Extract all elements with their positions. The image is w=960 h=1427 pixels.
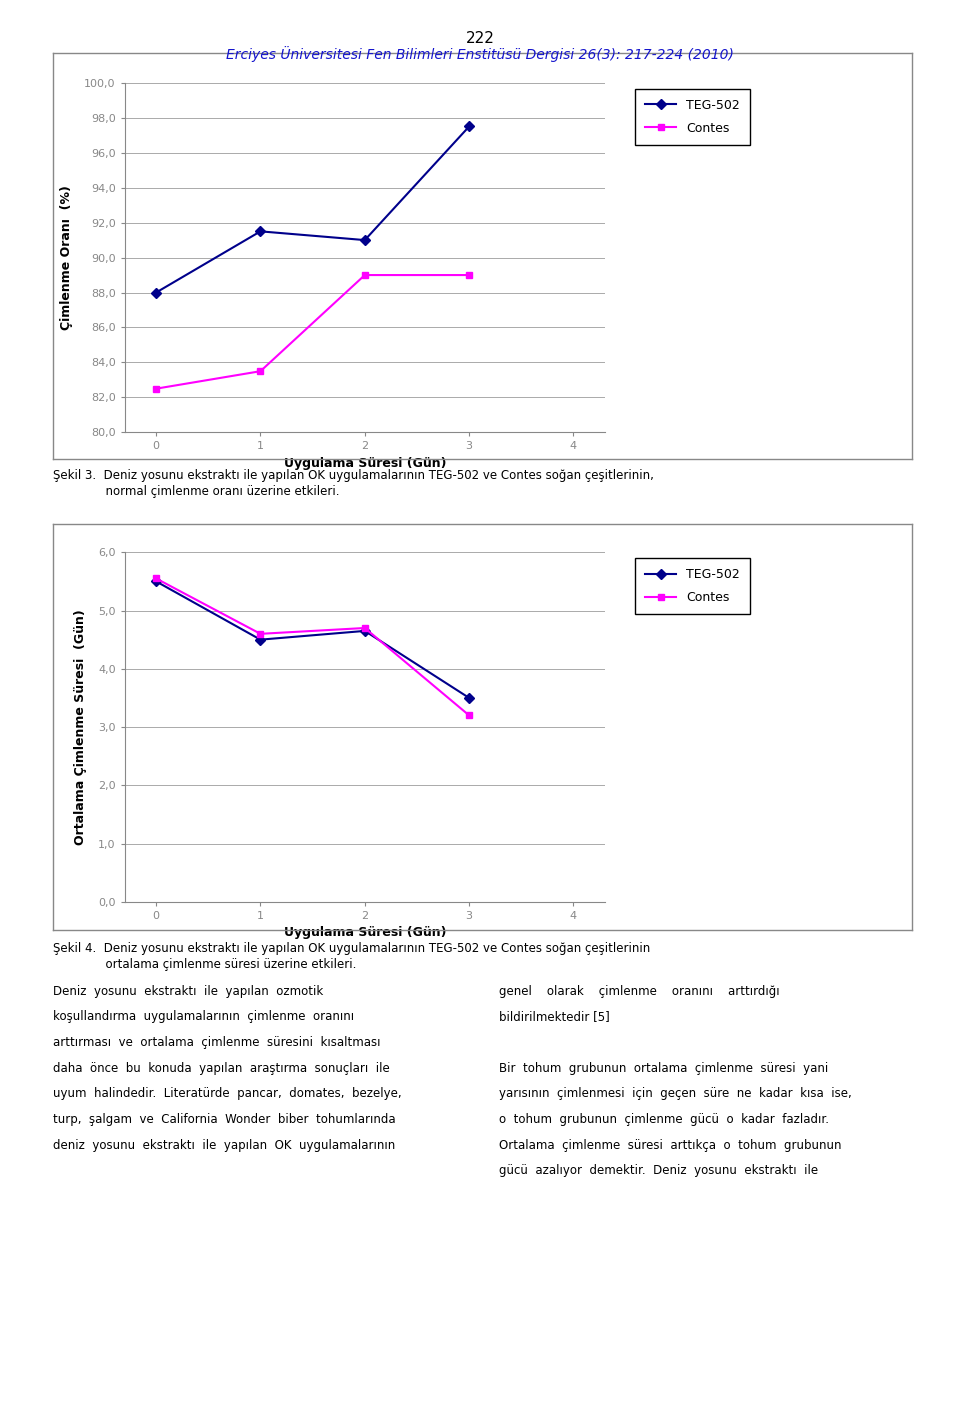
X-axis label: Uygulama Süresi (Gün): Uygulama Süresi (Gün) bbox=[283, 457, 446, 469]
Legend: TEG-502, Contes: TEG-502, Contes bbox=[636, 558, 750, 615]
Text: arttırması  ve  ortalama  çimlenme  süresini  kısaltması: arttırması ve ortalama çimlenme süresini… bbox=[53, 1036, 380, 1049]
Contes bbox=[151, 569, 162, 586]
Text: ortalama çimlenme süresi üzerine etkileri.: ortalama çimlenme süresi üzerine etkiler… bbox=[53, 958, 356, 970]
Y-axis label: Çimlenme Oranı  (%): Çimlenme Oranı (%) bbox=[60, 186, 73, 330]
Contes bbox=[464, 267, 475, 284]
Text: Deniz  yosunu  ekstraktı  ile  yapılan  ozmotik: Deniz yosunu ekstraktı ile yapılan ozmot… bbox=[53, 985, 324, 997]
Contes bbox=[359, 267, 371, 284]
TEG-502 bbox=[359, 622, 371, 639]
Text: normal çimlenme oranı üzerine etkileri.: normal çimlenme oranı üzerine etkileri. bbox=[53, 485, 339, 498]
X-axis label: Uygulama Süresi (Gün): Uygulama Süresi (Gün) bbox=[283, 926, 446, 939]
TEG-502 bbox=[464, 118, 475, 136]
Text: bildirilmektedir [5]: bildirilmektedir [5] bbox=[499, 1010, 610, 1023]
Text: Şekil 4.  Deniz yosunu ekstraktı ile yapılan OK uygulamalarının TEG-502 ve Conte: Şekil 4. Deniz yosunu ekstraktı ile yapı… bbox=[53, 942, 650, 955]
Line: TEG-502: TEG-502 bbox=[153, 123, 472, 295]
Text: genel    olarak    çimlenme    oranını    arttırdığı: genel olarak çimlenme oranını arttırdığı bbox=[499, 985, 780, 997]
Text: Şekil 3.  Deniz yosunu ekstraktı ile yapılan OK uygulamalarının TEG-502 ve Conte: Şekil 3. Deniz yosunu ekstraktı ile yapı… bbox=[53, 469, 654, 482]
Text: gücü  azalıyor  demektir.  Deniz  yosunu  ekstraktı  ile: gücü azalıyor demektir. Deniz yosunu eks… bbox=[499, 1164, 818, 1177]
TEG-502 bbox=[151, 284, 162, 301]
TEG-502 bbox=[151, 572, 162, 589]
Text: daha  önce  bu  konuda  yapılan  araştırma  sonuçları  ile: daha önce bu konuda yapılan araştırma so… bbox=[53, 1062, 390, 1075]
Text: yarısının  çimlenmesi  için  geçen  süre  ne  kadar  kısa  ise,: yarısının çimlenmesi için geçen süre ne … bbox=[499, 1087, 852, 1100]
Legend: TEG-502, Contes: TEG-502, Contes bbox=[636, 88, 750, 146]
Text: koşullandırma  uygulamalarının  çimlenme  oranını: koşullandırma uygulamalarının çimlenme o… bbox=[53, 1010, 354, 1023]
Text: o  tohum  grubunun  çimlenme  gücü  o  kadar  fazladır.: o tohum grubunun çimlenme gücü o kadar f… bbox=[499, 1113, 829, 1126]
Contes bbox=[151, 380, 162, 397]
TEG-502 bbox=[464, 689, 475, 706]
Line: Contes: Contes bbox=[153, 575, 472, 719]
TEG-502 bbox=[254, 631, 266, 648]
Text: 222: 222 bbox=[466, 31, 494, 47]
Line: TEG-502: TEG-502 bbox=[153, 578, 472, 702]
Text: uyum  halindedir.  Literatürde  pancar,  domates,  bezelye,: uyum halindedir. Literatürde pancar, dom… bbox=[53, 1087, 401, 1100]
Text: turp,  şalgam  ve  California  Wonder  biber  tohumlarında: turp, şalgam ve California Wonder biber … bbox=[53, 1113, 396, 1126]
Y-axis label: Ortalama Çimlenme Süresi  (Gün): Ortalama Çimlenme Süresi (Gün) bbox=[74, 609, 87, 845]
Line: Contes: Contes bbox=[153, 271, 472, 392]
Contes bbox=[254, 362, 266, 380]
Text: Bir  tohum  grubunun  ortalama  çimlenme  süresi  yani: Bir tohum grubunun ortalama çimlenme sür… bbox=[499, 1062, 828, 1075]
Contes bbox=[254, 625, 266, 642]
TEG-502 bbox=[254, 223, 266, 240]
Text: Erciyes Üniversitesi Fen Bilimleri Enstitüsü Dergisi 26(3): 217-224 (2010): Erciyes Üniversitesi Fen Bilimleri Ensti… bbox=[226, 46, 734, 61]
Text: Ortalama  çimlenme  süresi  arttıkça  o  tohum  grubunun: Ortalama çimlenme süresi arttıkça o tohu… bbox=[499, 1139, 842, 1152]
Text: deniz  yosunu  ekstraktı  ile  yapılan  OK  uygulamalarının: deniz yosunu ekstraktı ile yapılan OK uy… bbox=[53, 1139, 396, 1152]
Contes bbox=[464, 706, 475, 723]
Contes bbox=[359, 619, 371, 636]
TEG-502 bbox=[359, 231, 371, 248]
